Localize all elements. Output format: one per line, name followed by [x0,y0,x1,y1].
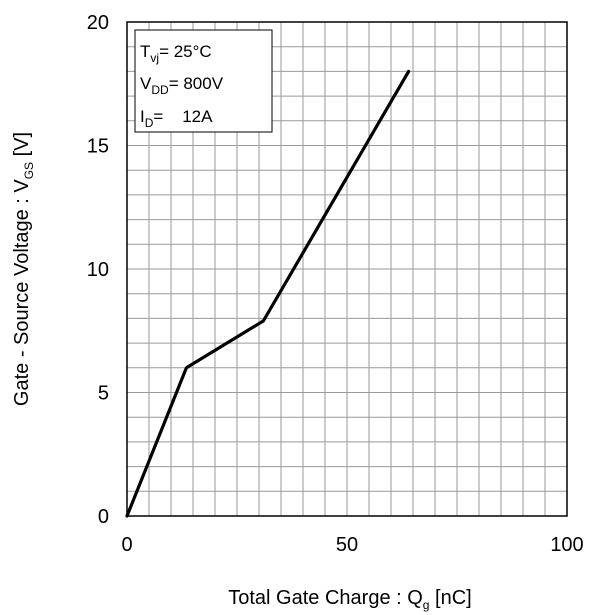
y-tick-label: 10 [87,259,109,281]
x-tick-label: 0 [121,534,132,556]
y-tick-label: 0 [98,506,109,528]
legend-background [134,29,273,133]
x-tick-label: 100 [550,534,583,556]
y-axis-label: Gate - Source Voltage : VGS [V] [11,132,36,406]
legend-line-vdd: VDD= 800V [140,74,224,97]
plot-frame [126,21,568,517]
legend-box: Tvj= 25°C VDD= 800V ID= 12A [134,29,273,133]
x-tick-label: 50 [336,534,358,556]
y-tick-label: 15 [87,136,109,158]
y-tick-label: 5 [98,383,109,405]
x-tick-labels: 0 50 100 [121,534,583,556]
y-tick-label: 20 [87,12,109,34]
y-tick-labels: 0 5 10 15 20 [87,12,109,528]
series-group [125,69,411,518]
legend-line-id: ID= 12A [140,107,213,130]
x-axis-label: Total Gate Charge : Qg [nC] [228,587,471,612]
series-line-vgs [125,69,411,518]
legend-line-tvj: Tvj= 25°C [140,42,212,65]
